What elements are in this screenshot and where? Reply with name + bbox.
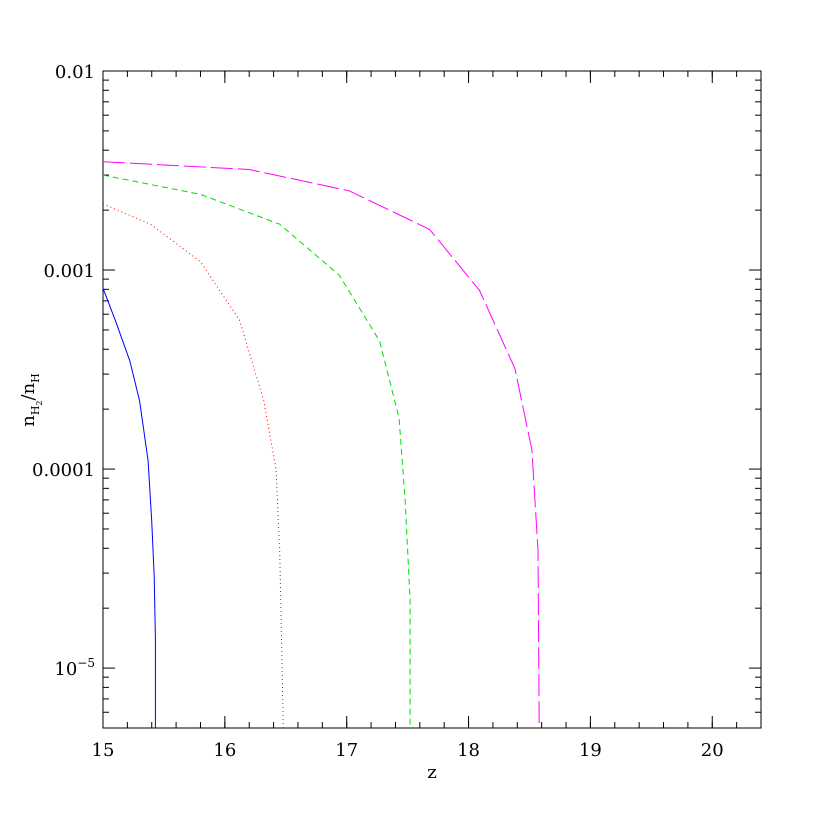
x-tick-label: 17 (335, 740, 358, 761)
y-tick-label: 0.01 (55, 62, 95, 83)
x-tick-label: 20 (701, 740, 724, 761)
y-axis-label: nH2/nH (18, 373, 44, 427)
series-line (102, 203, 284, 729)
y-tick-label: 0.0001 (32, 460, 95, 481)
y-axis-label-part: H (29, 406, 42, 416)
series-line (102, 161, 540, 729)
y-tick-label: 0.001 (43, 261, 95, 282)
y-tick-label-exponent: −5 (77, 656, 95, 670)
y-axis-label-part: 2 (35, 400, 44, 405)
x-tick-label: 19 (579, 740, 602, 761)
series-line (102, 288, 156, 728)
y-tick-label-base: 10 (54, 659, 77, 680)
y-axis-label-part: H (29, 373, 42, 383)
x-axis-label: z (427, 762, 436, 783)
plot-frame (102, 70, 762, 729)
y-tick-label: 10−5 (54, 656, 95, 680)
x-tick-label: 16 (213, 740, 236, 761)
y-axis-label-part: n (18, 415, 39, 427)
series-line (102, 174, 411, 728)
x-tick-label: 15 (92, 740, 115, 761)
x-tick-label: 18 (457, 740, 480, 761)
y-axis-label-part: /n (18, 382, 39, 400)
